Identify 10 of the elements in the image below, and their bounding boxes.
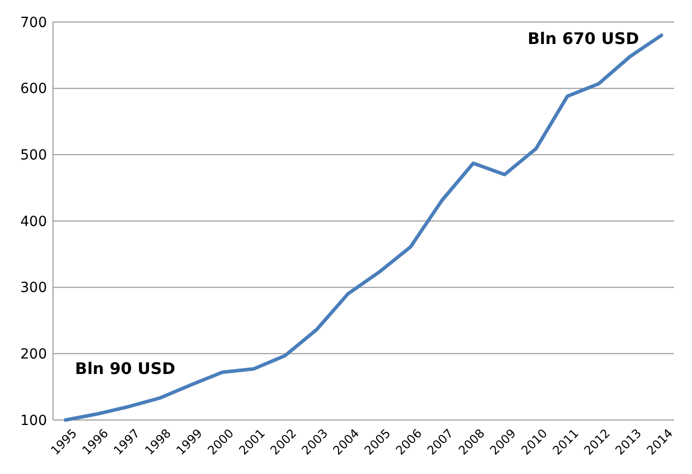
y-tick-label: 700 bbox=[20, 14, 47, 31]
y-tick-label: 300 bbox=[20, 280, 47, 296]
y-tick-label: 100 bbox=[20, 412, 47, 429]
annotation: Bln 90 USD bbox=[75, 359, 176, 378]
annotation: Bln 670 USD bbox=[528, 29, 639, 48]
y-tick-label: 600 bbox=[20, 81, 47, 98]
y-tick-label: 400 bbox=[20, 214, 47, 230]
y-tick-label: 500 bbox=[20, 148, 47, 164]
y-tick-label: 200 bbox=[20, 346, 47, 363]
line-series bbox=[64, 34, 664, 422]
